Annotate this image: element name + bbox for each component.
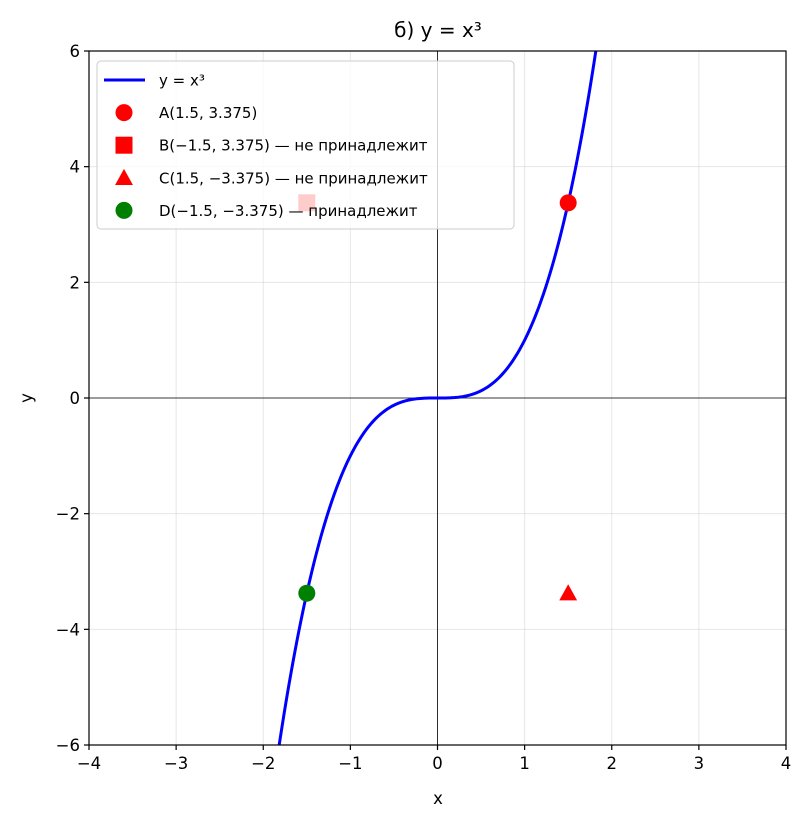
y-tick-label: −6 — [56, 736, 80, 755]
x-axis-label: x — [433, 789, 443, 808]
legend-circle-swatch — [115, 201, 133, 219]
legend-entry-label: y = x³ — [159, 72, 205, 90]
point-circle-1 — [559, 194, 577, 212]
y-axis-label: y — [17, 393, 36, 403]
legend-entry-label: A(1.5, 3.375) — [159, 104, 257, 122]
y-ticks: −6 −4 −2 0 2 4 6 — [56, 42, 89, 755]
x-tick-label: −4 — [77, 754, 101, 773]
legend-triangle-swatch — [115, 168, 133, 185]
legend-entry-label: C(1.5, −3.375) — не принадлежит — [159, 169, 428, 187]
x-tick-label: −3 — [164, 754, 188, 773]
legend: y = x³ A(1.5, 3.375) B(−1.5, 3.375) — не п… — [96, 60, 515, 230]
x-tick-label: 1 — [519, 754, 530, 773]
x-ticks: −4 −3 −2 −1 0 1 2 3 4 — [77, 745, 791, 773]
y-tick-label: −4 — [56, 620, 80, 639]
x-tick-label: −2 — [251, 754, 275, 773]
chart-title: б) y = x³ — [394, 18, 482, 42]
x-tick-label: 2 — [607, 754, 618, 773]
point-circle-4 — [298, 584, 316, 602]
y-tick-label: 6 — [70, 42, 81, 61]
x-tick-label: 4 — [781, 754, 792, 773]
x-tick-label: 3 — [694, 754, 705, 773]
point-triangle-3 — [559, 584, 578, 601]
legend-entry-label: B(−1.5, 3.375) — не принадлежит — [159, 137, 428, 155]
legend-entry-label: D(−1.5, −3.375) — принадлежит — [159, 202, 418, 220]
legend-box — [96, 60, 515, 230]
y-tick-label: −2 — [56, 505, 80, 524]
x-tick-label: −1 — [338, 754, 362, 773]
y-tick-label: 2 — [70, 273, 81, 292]
x-tick-label: 0 — [432, 754, 443, 773]
cubic-curve — [277, 51, 598, 745]
legend-square-swatch — [115, 136, 133, 154]
y-tick-label: 0 — [70, 389, 81, 408]
y-tick-label: 4 — [70, 158, 81, 177]
legend-circle-swatch — [115, 104, 133, 122]
